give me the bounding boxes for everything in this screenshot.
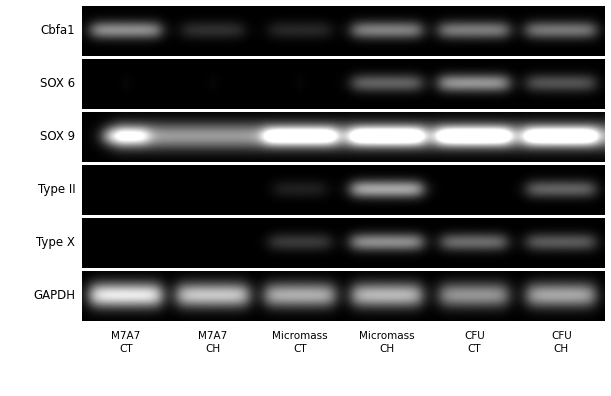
Text: Type II: Type II [37,183,75,196]
Text: Micromass
CH: Micromass CH [359,331,415,354]
Text: GAPDH: GAPDH [33,289,75,302]
Text: Cbfa1: Cbfa1 [40,25,75,37]
Text: SOX 9: SOX 9 [40,130,75,143]
Text: SOX 6: SOX 6 [40,77,75,90]
Text: Micromass
CT: Micromass CT [273,331,328,354]
Text: CFU
CH: CFU CH [551,331,572,354]
Text: M7A7
CT: M7A7 CT [111,331,141,354]
Text: Type X: Type X [36,236,75,249]
Text: CFU
CT: CFU CT [464,331,485,354]
Text: M7A7
CH: M7A7 CH [199,331,228,354]
